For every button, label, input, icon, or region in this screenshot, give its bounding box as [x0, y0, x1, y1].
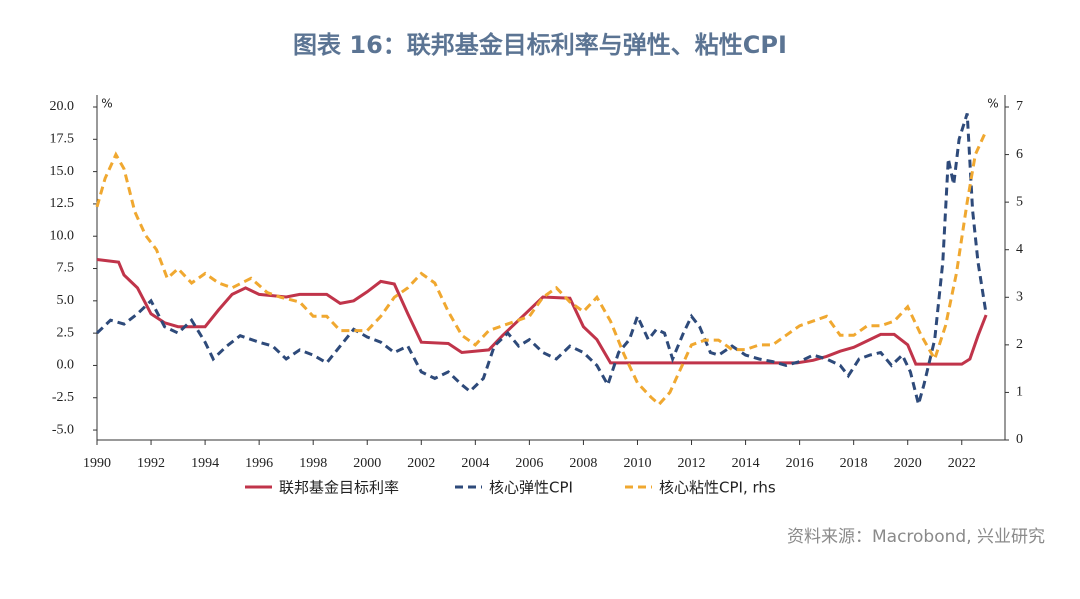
x-tick-label: 2022	[948, 456, 976, 471]
x-tick-label: 2020	[894, 456, 922, 471]
x-tick-label: 1992	[137, 456, 165, 471]
x-tick-label: 2008	[569, 456, 597, 471]
chart-title: 图表 16：联邦基金目标利率与弹性、粘性CPI	[293, 31, 787, 59]
x-tick-label: 2000	[353, 456, 381, 471]
series-line	[95, 113, 988, 411]
y2-tick-label: 4	[1016, 242, 1023, 257]
y-tick-label: 0.0	[57, 358, 75, 373]
y2-tick-label: 6	[1016, 147, 1023, 162]
x-tick-label: 1990	[83, 456, 111, 471]
x-tick-label: 1994	[191, 456, 219, 471]
x-tick-label: 2018	[840, 456, 868, 471]
x-tick-label: 1996	[245, 456, 273, 471]
series-line	[95, 130, 988, 407]
y-tick-label: 15.0	[50, 164, 75, 179]
y-tick-label: 20.0	[50, 99, 75, 114]
x-tick-label: 2012	[678, 456, 706, 471]
legend-label: 核心弹性CPI	[489, 479, 573, 497]
y2-unit: %	[987, 97, 998, 111]
y-tick-label: 7.5	[57, 261, 75, 276]
y-tick-label: -2.5	[52, 390, 74, 405]
source-note: 资料来源：Macrobond, 兴业研究	[787, 527, 1045, 547]
y2-tick-label: 2	[1016, 337, 1023, 352]
y-tick-label: 12.5	[50, 196, 75, 211]
y-tick-label: 5.0	[57, 293, 75, 308]
x-tick-label: 2004	[461, 456, 489, 471]
series-line	[96, 258, 988, 366]
y2-tick-label: 3	[1016, 290, 1023, 305]
y2-tick-label: 0	[1016, 432, 1023, 447]
y-unit: %	[101, 97, 112, 111]
legend-label: 核心粘性CPI, rhs	[659, 479, 776, 497]
x-tick-label: 2010	[623, 456, 651, 471]
y2-tick-label: 7	[1016, 99, 1023, 114]
y-tick-label: 17.5	[50, 132, 75, 147]
y-tick-label: -5.0	[52, 422, 74, 437]
x-tick-label: 2006	[515, 456, 543, 471]
y2-tick-label: 5	[1016, 194, 1023, 209]
x-tick-label: 2014	[732, 456, 760, 471]
y2-tick-label: 1	[1016, 385, 1023, 400]
x-tick-label: 2016	[786, 456, 814, 471]
legend-label: 联邦基金目标利率	[279, 479, 399, 497]
y-tick-label: 2.5	[57, 325, 75, 340]
y-tick-label: 10.0	[50, 228, 75, 243]
x-tick-label: 2002	[407, 456, 435, 471]
x-tick-label: 1998	[299, 456, 327, 471]
